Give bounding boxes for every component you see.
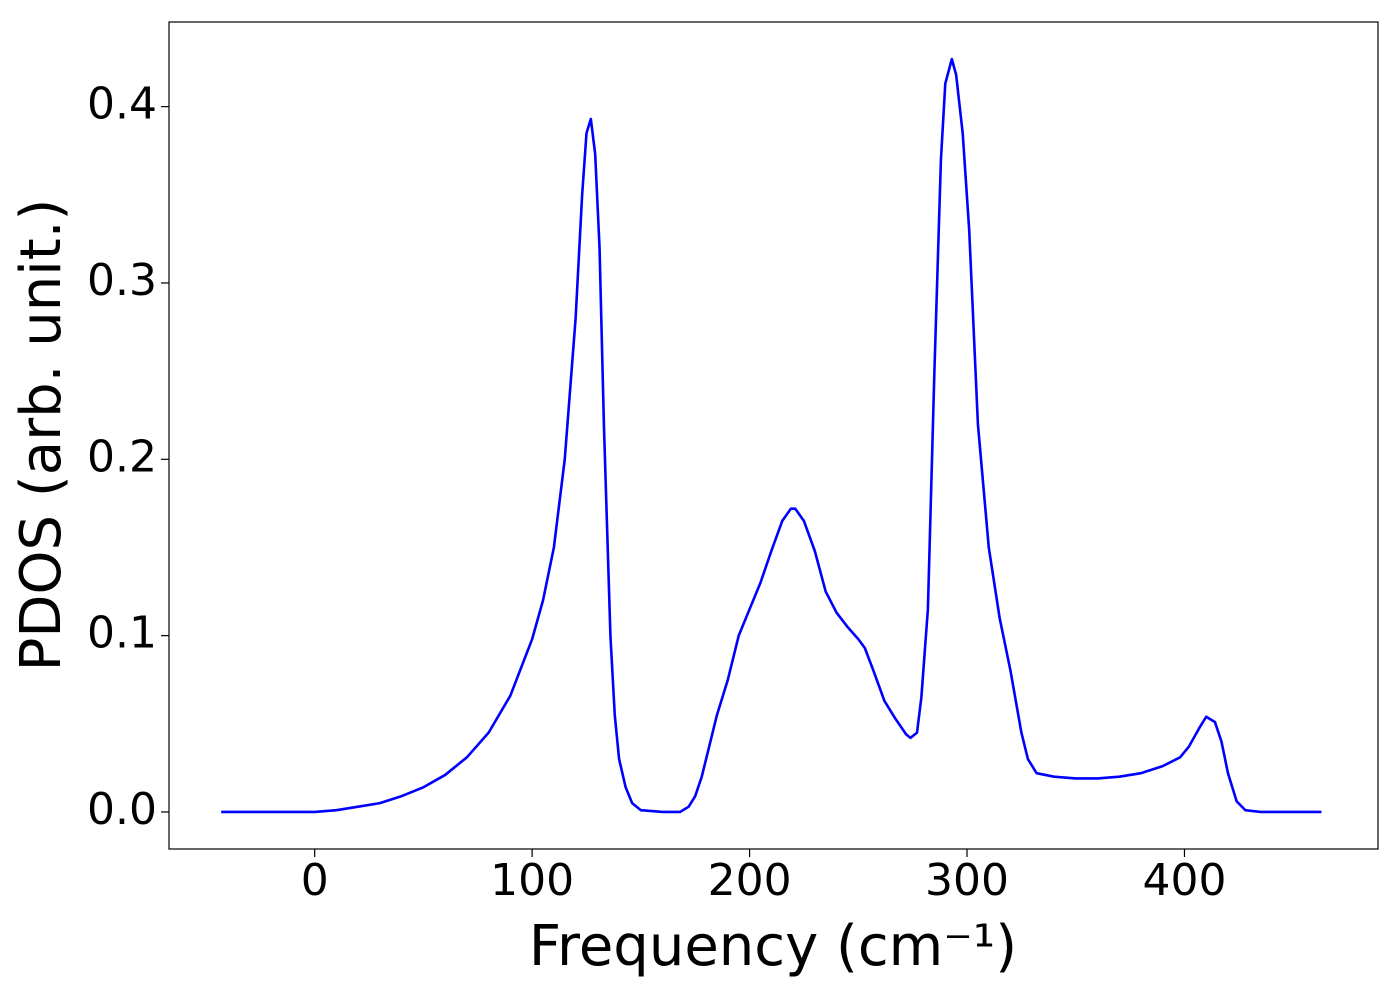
x-tick-label: 400 — [1142, 855, 1226, 906]
x-tick-label: 0 — [301, 855, 329, 906]
y-tick-label: 0.0 — [87, 784, 157, 835]
y-tick-label: 0.1 — [87, 608, 157, 659]
y-tick-label: 0.3 — [87, 255, 157, 306]
y-axis-label: PDOS (arb. unit.) — [9, 199, 74, 672]
x-tick-label: 200 — [708, 855, 792, 906]
plot-frame — [168, 21, 1379, 850]
x-tick-label: 100 — [490, 855, 574, 906]
pdos-line — [221, 57, 1322, 814]
x-tick-label: 300 — [925, 855, 1009, 906]
x-axis-label: Frequency (cm⁻¹) — [529, 914, 1017, 979]
y-tick-label: 0.4 — [87, 79, 157, 130]
y-tick-label: 0.2 — [87, 431, 157, 482]
